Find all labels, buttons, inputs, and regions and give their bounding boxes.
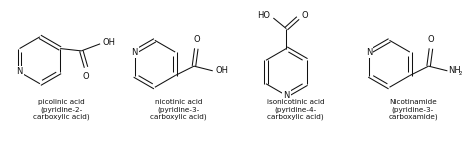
Text: picolinic acid
(pyridine-2-
carboxylic acid): picolinic acid (pyridine-2- carboxylic a… — [33, 99, 89, 120]
Text: N: N — [366, 48, 373, 57]
Text: isonicotinic acid
(pyridine-4-
carboxylic acid): isonicotinic acid (pyridine-4- carboxyli… — [267, 99, 325, 120]
Text: OH: OH — [102, 38, 116, 47]
Text: O: O — [301, 11, 308, 20]
Text: OH: OH — [215, 66, 228, 75]
Text: N: N — [283, 91, 290, 100]
Text: NH: NH — [448, 66, 461, 75]
Text: O: O — [83, 72, 90, 81]
Text: O: O — [428, 35, 434, 44]
Text: N: N — [131, 48, 138, 57]
Text: Nicotinamide
(pyridine-3-
carboxamide): Nicotinamide (pyridine-3- carboxamide) — [388, 99, 438, 120]
Text: N: N — [17, 68, 23, 76]
Text: 2: 2 — [458, 71, 462, 76]
Text: nicotinic acid
(pyridine-3-
carboxylic acid): nicotinic acid (pyridine-3- carboxylic a… — [150, 99, 207, 120]
Text: HO: HO — [257, 11, 270, 20]
Text: O: O — [193, 35, 200, 44]
